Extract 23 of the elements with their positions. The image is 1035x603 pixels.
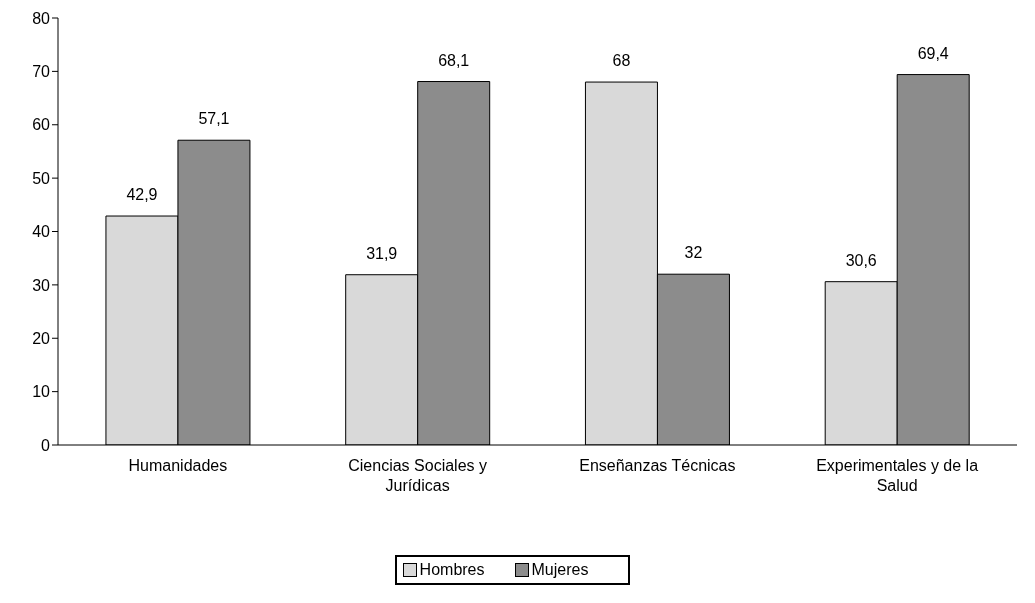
legend-label: Mujeres (530, 561, 589, 579)
y-tick-label: 50 (32, 169, 51, 187)
data-label: 42,9 (126, 186, 158, 204)
x-tick-label: Humanidades (128, 457, 228, 474)
y-tick-label: 10 (32, 383, 51, 401)
data-label: 57,1 (198, 110, 230, 128)
data-label: 30,6 (845, 251, 877, 269)
y-tick-label: 20 (32, 329, 51, 347)
x-tick-label: Enseñanzas Técnicas (579, 457, 736, 474)
legend-label: Hombres (418, 561, 485, 579)
data-label: 69,4 (917, 44, 949, 62)
y-tick-label: 60 (32, 116, 51, 134)
y-tick-label: 80 (32, 9, 51, 27)
y-tick-label: 70 (32, 63, 51, 81)
data-label: 68 (612, 52, 631, 70)
data-label: 31,9 (366, 244, 398, 262)
data-label: 32 (684, 244, 703, 262)
y-tick-label: 30 (32, 276, 51, 294)
x-tick-label: Ciencias Sociales y Jurídicas (348, 457, 487, 494)
y-tick-label: 0 (41, 436, 51, 454)
data-label: 68,1 (438, 51, 470, 69)
y-tick-label: 40 (32, 223, 51, 241)
x-tick-label: Experimentales y de la Salud (816, 457, 979, 494)
